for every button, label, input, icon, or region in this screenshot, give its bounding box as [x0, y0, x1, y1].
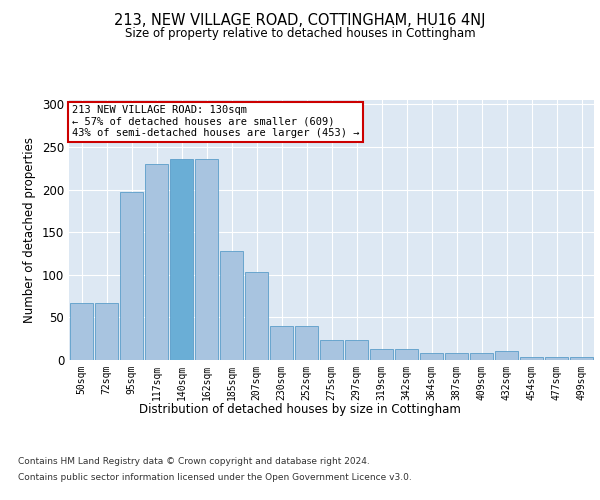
Text: 213, NEW VILLAGE ROAD, COTTINGHAM, HU16 4NJ: 213, NEW VILLAGE ROAD, COTTINGHAM, HU16 … [114, 12, 486, 28]
Bar [520, 358, 543, 360]
Bar [345, 340, 368, 360]
Bar [195, 159, 218, 360]
Bar [545, 358, 568, 360]
Text: Size of property relative to detached houses in Cottingham: Size of property relative to detached ho… [125, 28, 475, 40]
Text: Distribution of detached houses by size in Cottingham: Distribution of detached houses by size … [139, 402, 461, 415]
Y-axis label: Number of detached properties: Number of detached properties [23, 137, 37, 323]
Bar [570, 358, 593, 360]
Bar [445, 353, 468, 360]
Bar [120, 192, 143, 360]
Bar [320, 340, 343, 360]
Bar [145, 164, 168, 360]
Text: Contains public sector information licensed under the Open Government Licence v3: Contains public sector information licen… [18, 472, 412, 482]
Text: 213 NEW VILLAGE ROAD: 130sqm
← 57% of detached houses are smaller (609)
43% of s: 213 NEW VILLAGE ROAD: 130sqm ← 57% of de… [71, 105, 359, 138]
Bar [295, 326, 318, 360]
Bar [420, 353, 443, 360]
Bar [495, 352, 518, 360]
Text: Contains HM Land Registry data © Crown copyright and database right 2024.: Contains HM Land Registry data © Crown c… [18, 458, 370, 466]
Bar [245, 272, 268, 360]
Bar [70, 303, 93, 360]
Bar [220, 251, 243, 360]
Bar [270, 326, 293, 360]
Bar [95, 303, 118, 360]
Bar [395, 349, 418, 360]
Bar [170, 159, 193, 360]
Bar [470, 353, 493, 360]
Bar [370, 349, 393, 360]
